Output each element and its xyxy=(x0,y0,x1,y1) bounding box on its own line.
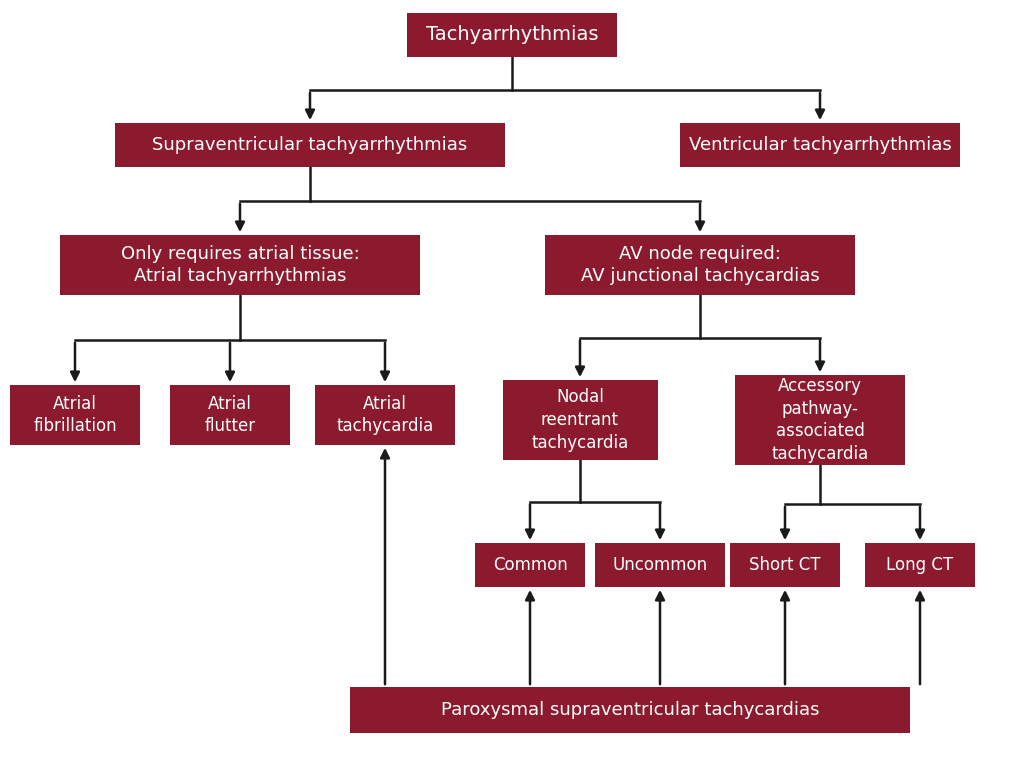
Text: Only requires atrial tissue:
Atrial tachyarrhythmias: Only requires atrial tissue: Atrial tach… xyxy=(121,245,359,285)
Text: Accessory
pathway-
associated
tachycardia: Accessory pathway- associated tachycardi… xyxy=(771,377,868,463)
FancyBboxPatch shape xyxy=(407,13,617,57)
Text: Common: Common xyxy=(493,556,567,574)
FancyBboxPatch shape xyxy=(865,543,975,587)
FancyBboxPatch shape xyxy=(735,375,905,465)
Text: Long CT: Long CT xyxy=(887,556,953,574)
FancyBboxPatch shape xyxy=(730,543,840,587)
FancyBboxPatch shape xyxy=(503,380,657,460)
Text: Tachyarrhythmias: Tachyarrhythmias xyxy=(426,25,598,44)
Text: Paroxysmal supraventricular tachycardias: Paroxysmal supraventricular tachycardias xyxy=(440,701,819,719)
FancyBboxPatch shape xyxy=(475,543,585,587)
Text: Atrial
flutter: Atrial flutter xyxy=(205,394,256,436)
Text: Uncommon: Uncommon xyxy=(612,556,708,574)
Text: Supraventricular tachyarrhythmias: Supraventricular tachyarrhythmias xyxy=(153,136,468,154)
Text: Short CT: Short CT xyxy=(750,556,821,574)
FancyBboxPatch shape xyxy=(680,123,961,167)
FancyBboxPatch shape xyxy=(350,687,910,733)
FancyBboxPatch shape xyxy=(595,543,725,587)
Text: Ventricular tachyarrhythmias: Ventricular tachyarrhythmias xyxy=(688,136,951,154)
FancyBboxPatch shape xyxy=(60,235,420,295)
FancyBboxPatch shape xyxy=(115,123,505,167)
FancyBboxPatch shape xyxy=(315,385,455,445)
FancyBboxPatch shape xyxy=(170,385,290,445)
Text: Atrial
tachycardia: Atrial tachycardia xyxy=(336,394,433,436)
Text: Nodal
reentrant
tachycardia: Nodal reentrant tachycardia xyxy=(531,388,629,452)
FancyBboxPatch shape xyxy=(545,235,855,295)
FancyBboxPatch shape xyxy=(10,385,140,445)
Text: Atrial
fibrillation: Atrial fibrillation xyxy=(33,394,117,436)
Text: AV node required:
AV junctional tachycardias: AV node required: AV junctional tachycar… xyxy=(581,245,819,285)
